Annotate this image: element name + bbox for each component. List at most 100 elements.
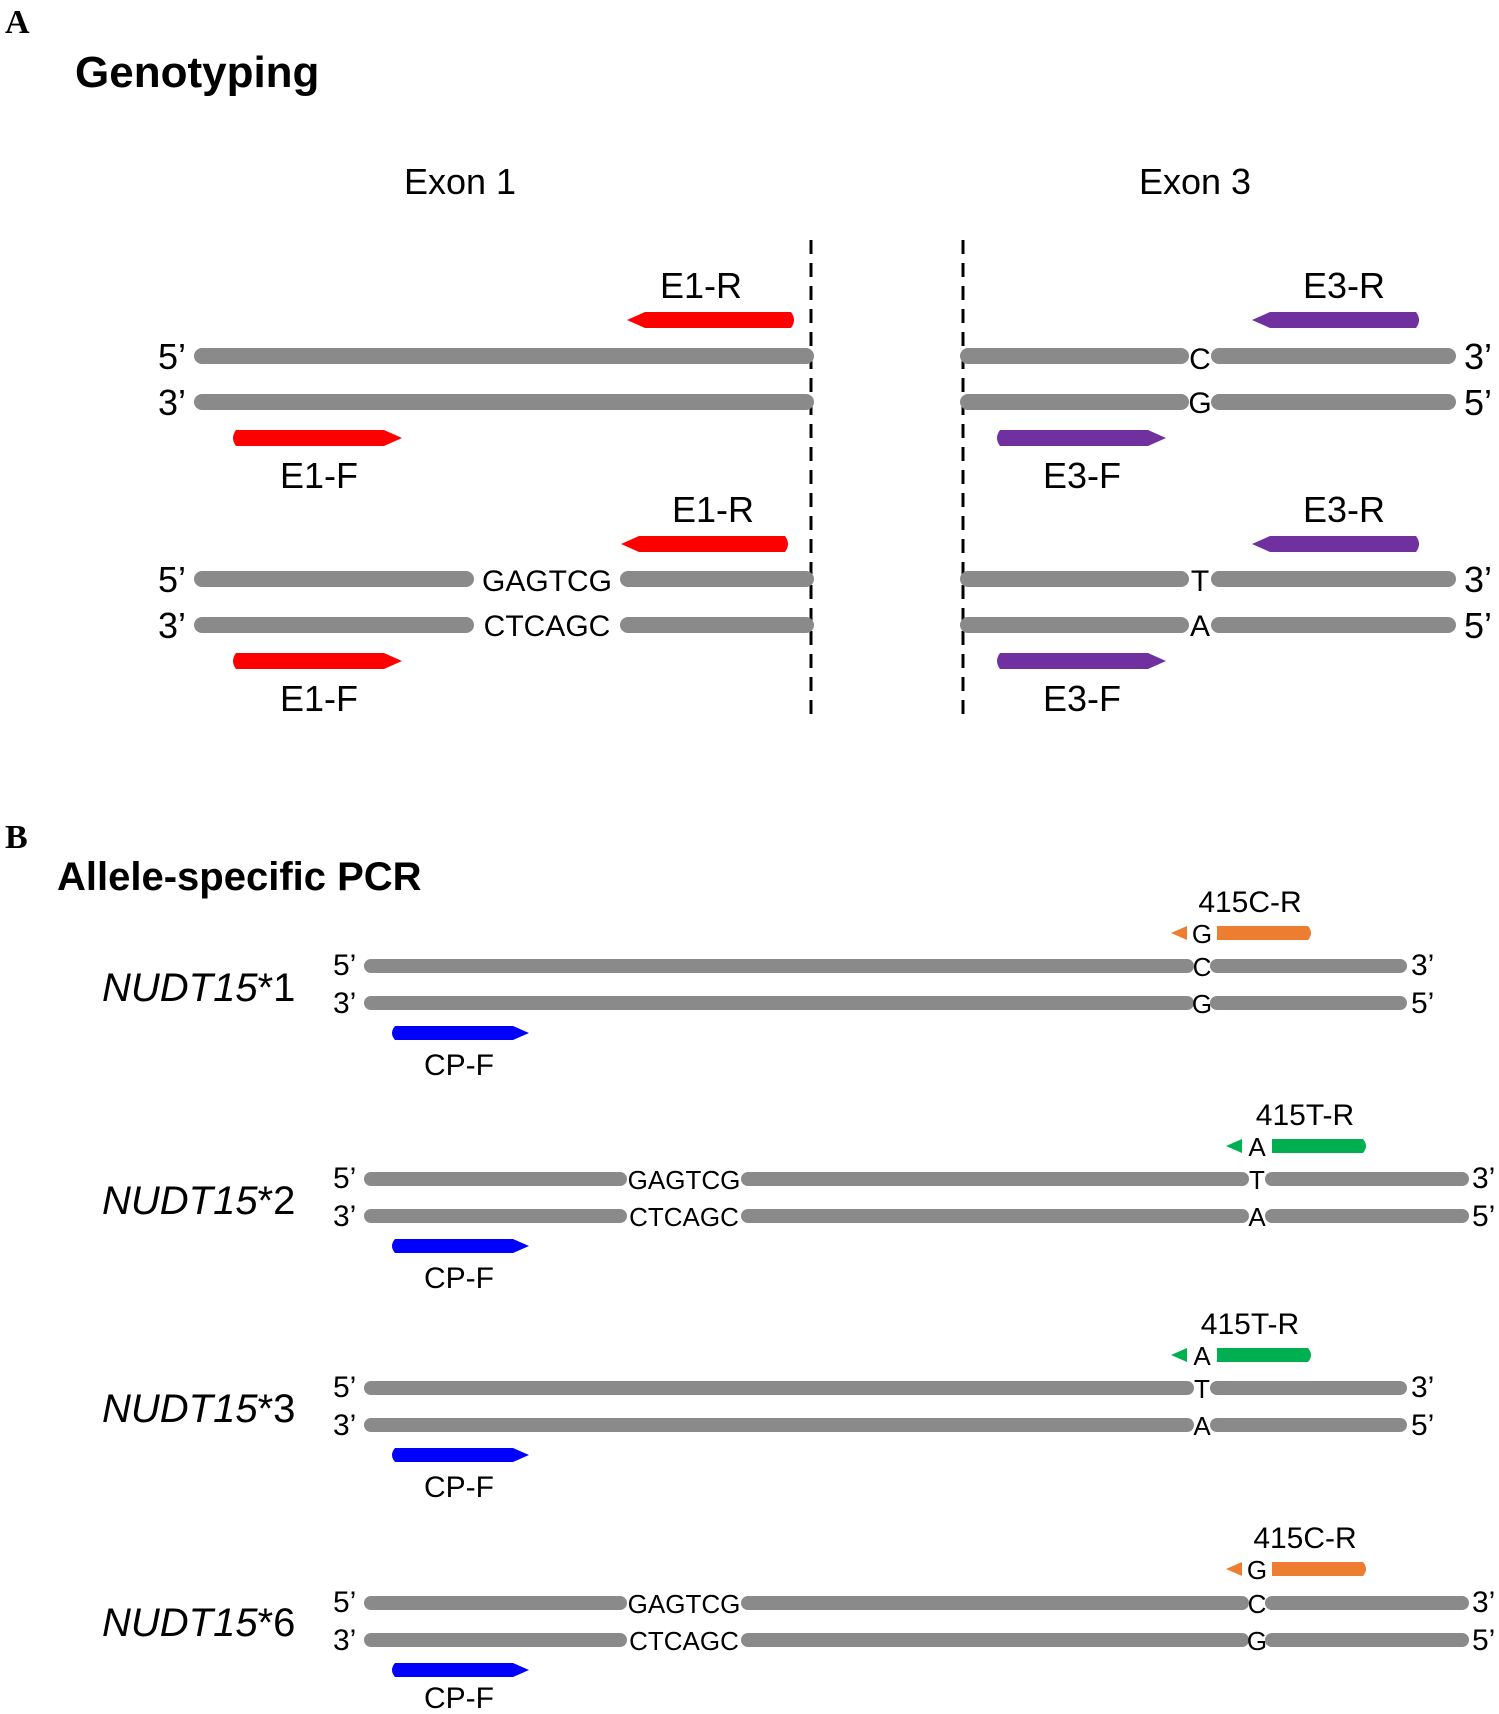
primer-label-415t-r: 415T-R <box>1256 1099 1354 1132</box>
panel-b-letter: B <box>5 819 28 856</box>
allele-nudt15-2: 415T-R A NUDT15*2 5’ GAGTCG T 3’ 3’ CTCA… <box>102 1099 1495 1295</box>
allele-label: NUDT15*6 <box>102 1601 295 1645</box>
primer-arrow-e1f <box>233 653 402 669</box>
insertion-sequence-bottom: CTCAGC <box>629 1202 739 1232</box>
snp-base-bottom: A <box>1190 610 1210 643</box>
primer-label-415c-r: 415C-R <box>1253 1522 1356 1555</box>
five-prime-label: 5’ <box>1464 382 1492 423</box>
three-prime-label: 3’ <box>333 1409 356 1442</box>
snp-base-bottom: A <box>1248 1202 1266 1232</box>
three-prime-label: 3’ <box>333 987 356 1020</box>
five-prime-label: 5’ <box>333 1371 356 1404</box>
insertion-sequence-top: GAGTCG <box>482 565 612 598</box>
primer-arrow-415t-r <box>1217 1348 1311 1362</box>
snp-base-bottom: G <box>1188 387 1211 420</box>
five-prime-label: 5’ <box>333 1162 356 1195</box>
five-prime-label: 5’ <box>158 336 186 377</box>
three-prime-label: 3’ <box>158 605 186 646</box>
primer-arrow-head <box>1226 1139 1242 1153</box>
primer-label-cp-f: CP-F <box>424 1049 494 1082</box>
exon3-row2: E3-R T 3’ A 5’ E3-F <box>960 489 1492 719</box>
primer-arrow-head <box>1171 1348 1187 1362</box>
snp-base-bottom: A <box>1193 1411 1211 1441</box>
snp-base-top: T <box>1191 565 1209 598</box>
insertion-sequence-top: GAGTCG <box>628 1165 741 1195</box>
five-prime-label: 5’ <box>1472 1624 1495 1657</box>
three-prime-label: 3’ <box>333 1624 356 1657</box>
three-prime-label: 3’ <box>1472 1586 1495 1619</box>
primer-label-e3r: E3-R <box>1303 489 1385 530</box>
primer-mismatch-base: A <box>1193 1341 1211 1371</box>
primer-mismatch-base: G <box>1192 919 1212 949</box>
primer-arrow-e1r <box>621 536 788 552</box>
insertion-sequence-bottom: CTCAGC <box>629 1626 739 1656</box>
snp-base-top: C <box>1189 343 1211 376</box>
primer-arrow-e3f <box>997 430 1166 446</box>
primer-label-e3f: E3-F <box>1043 678 1121 719</box>
five-prime-label: 5’ <box>1464 605 1492 646</box>
allele-label: NUDT15*1 <box>102 966 295 1010</box>
primer-mismatch-base: A <box>1248 1132 1266 1162</box>
primer-label-e1f: E1-F <box>280 455 358 496</box>
three-prime-label: 3’ <box>1464 336 1492 377</box>
snp-base-top: C <box>1248 1589 1267 1619</box>
three-prime-label: 3’ <box>1411 949 1434 982</box>
five-prime-label: 5’ <box>1411 987 1434 1020</box>
primer-arrow-head <box>1171 926 1187 940</box>
panel-a-letter: A <box>5 4 30 41</box>
three-prime-label: 3’ <box>1472 1162 1495 1195</box>
exon3-row1: E3-R C 3’ G 5’ E3-F <box>960 265 1492 496</box>
exon1-row1: E1-R 5’ 3’ E1-F <box>158 265 814 496</box>
primer-arrow-cp-f <box>392 1026 529 1040</box>
allele-label: NUDT15*2 <box>102 1179 295 1223</box>
primer-label-cp-f: CP-F <box>424 1471 494 1504</box>
primer-arrow-415c-r <box>1272 1562 1366 1576</box>
primer-arrow-e1f <box>233 430 402 446</box>
three-prime-label: 3’ <box>158 382 186 423</box>
exon3-label: Exon 3 <box>1139 161 1251 202</box>
exon1-label: Exon 1 <box>404 161 516 202</box>
primer-label-415c-r: 415C-R <box>1198 886 1301 919</box>
snp-base-top: T <box>1194 1374 1210 1404</box>
five-prime-label: 5’ <box>1411 1409 1434 1442</box>
primer-arrow-e3f <box>997 653 1166 669</box>
panel-a-title: Genotyping <box>75 48 319 97</box>
primer-label-cp-f: CP-F <box>424 1262 494 1295</box>
exon1-row2: E1-R 5’ GAGTCG 3’ CTCAGC E1-F <box>158 489 814 719</box>
primer-label-e1f: E1-F <box>280 678 358 719</box>
allele-nudt15-3: 415T-R A NUDT15*3 5’ T 3’ 3’ A 5’ CP-F <box>102 1308 1434 1504</box>
snp-base-bottom: G <box>1247 1626 1267 1656</box>
primer-arrow-e3r <box>1252 312 1419 328</box>
insertion-sequence-top: GAGTCG <box>628 1589 741 1619</box>
primer-arrow-cp-f <box>392 1239 529 1253</box>
allele-nudt15-1: 415C-R G NUDT15*1 5’ C 3’ 3’ G 5’ CP-F <box>102 886 1434 1082</box>
snp-base-top: T <box>1249 1165 1265 1195</box>
primer-arrow-415t-r <box>1272 1139 1366 1153</box>
primer-label-cp-f: CP-F <box>424 1682 494 1714</box>
snp-base-top: C <box>1193 952 1212 982</box>
primer-arrow-cp-f <box>392 1448 529 1462</box>
five-prime-label: 5’ <box>158 559 186 600</box>
primer-arrow-cp-f <box>392 1663 529 1677</box>
three-prime-label: 3’ <box>1411 1371 1434 1404</box>
allele-label: NUDT15*3 <box>102 1387 295 1431</box>
allele-nudt15-6: 415C-R G NUDT15*6 5’ GAGTCG C 3’ 3’ CTCA… <box>102 1522 1495 1714</box>
three-prime-label: 3’ <box>1464 559 1492 600</box>
primer-arrow-e3r <box>1252 536 1419 552</box>
primer-label-e3r: E3-R <box>1303 265 1385 306</box>
primer-label-e3f: E3-F <box>1043 455 1121 496</box>
five-prime-label: 5’ <box>1472 1200 1495 1233</box>
five-prime-label: 5’ <box>333 949 356 982</box>
insertion-sequence-bottom: CTCAGC <box>484 610 611 643</box>
primer-label-e1r: E1-R <box>660 265 742 306</box>
primer-label-415t-r: 415T-R <box>1201 1308 1299 1341</box>
primer-arrow-415c-r <box>1217 926 1311 940</box>
three-prime-label: 3’ <box>333 1200 356 1233</box>
primer-arrow-head <box>1226 1562 1242 1576</box>
primer-arrow-e1r <box>627 312 794 328</box>
snp-base-bottom: G <box>1192 989 1212 1019</box>
primer-label-e1r: E1-R <box>672 489 754 530</box>
five-prime-label: 5’ <box>333 1586 356 1619</box>
panel-b-title: Allele-specific PCR <box>57 855 422 899</box>
